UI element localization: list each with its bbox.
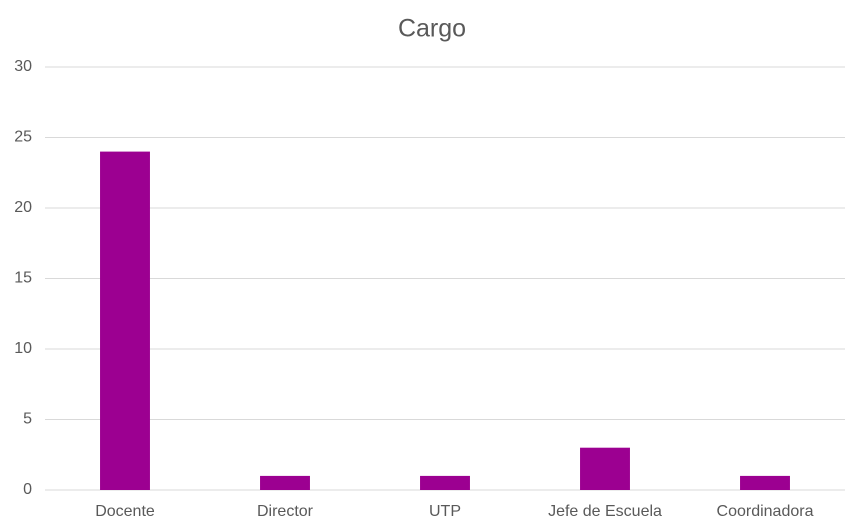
bar: [740, 475, 790, 490]
x-tick-label: Director: [257, 503, 314, 520]
y-tick-label: 15: [14, 270, 32, 287]
y-tick-label: 20: [14, 199, 32, 216]
x-tick-label: UTP: [429, 503, 461, 520]
chart-title: Cargo: [398, 15, 466, 43]
bar: [260, 475, 310, 490]
x-tick-label: Coordinadora: [717, 503, 814, 520]
bar: [420, 475, 470, 490]
bar: [580, 447, 630, 490]
y-tick-label: 30: [14, 58, 32, 75]
y-tick-label: 25: [14, 129, 32, 146]
x-tick-label: Docente: [95, 503, 155, 520]
y-tick-label: 10: [14, 340, 32, 357]
bar: [100, 151, 150, 490]
y-tick-label: 0: [23, 481, 32, 498]
x-tick-label: Jefe de Escuela: [548, 503, 662, 520]
y-tick-label: 5: [23, 411, 32, 428]
